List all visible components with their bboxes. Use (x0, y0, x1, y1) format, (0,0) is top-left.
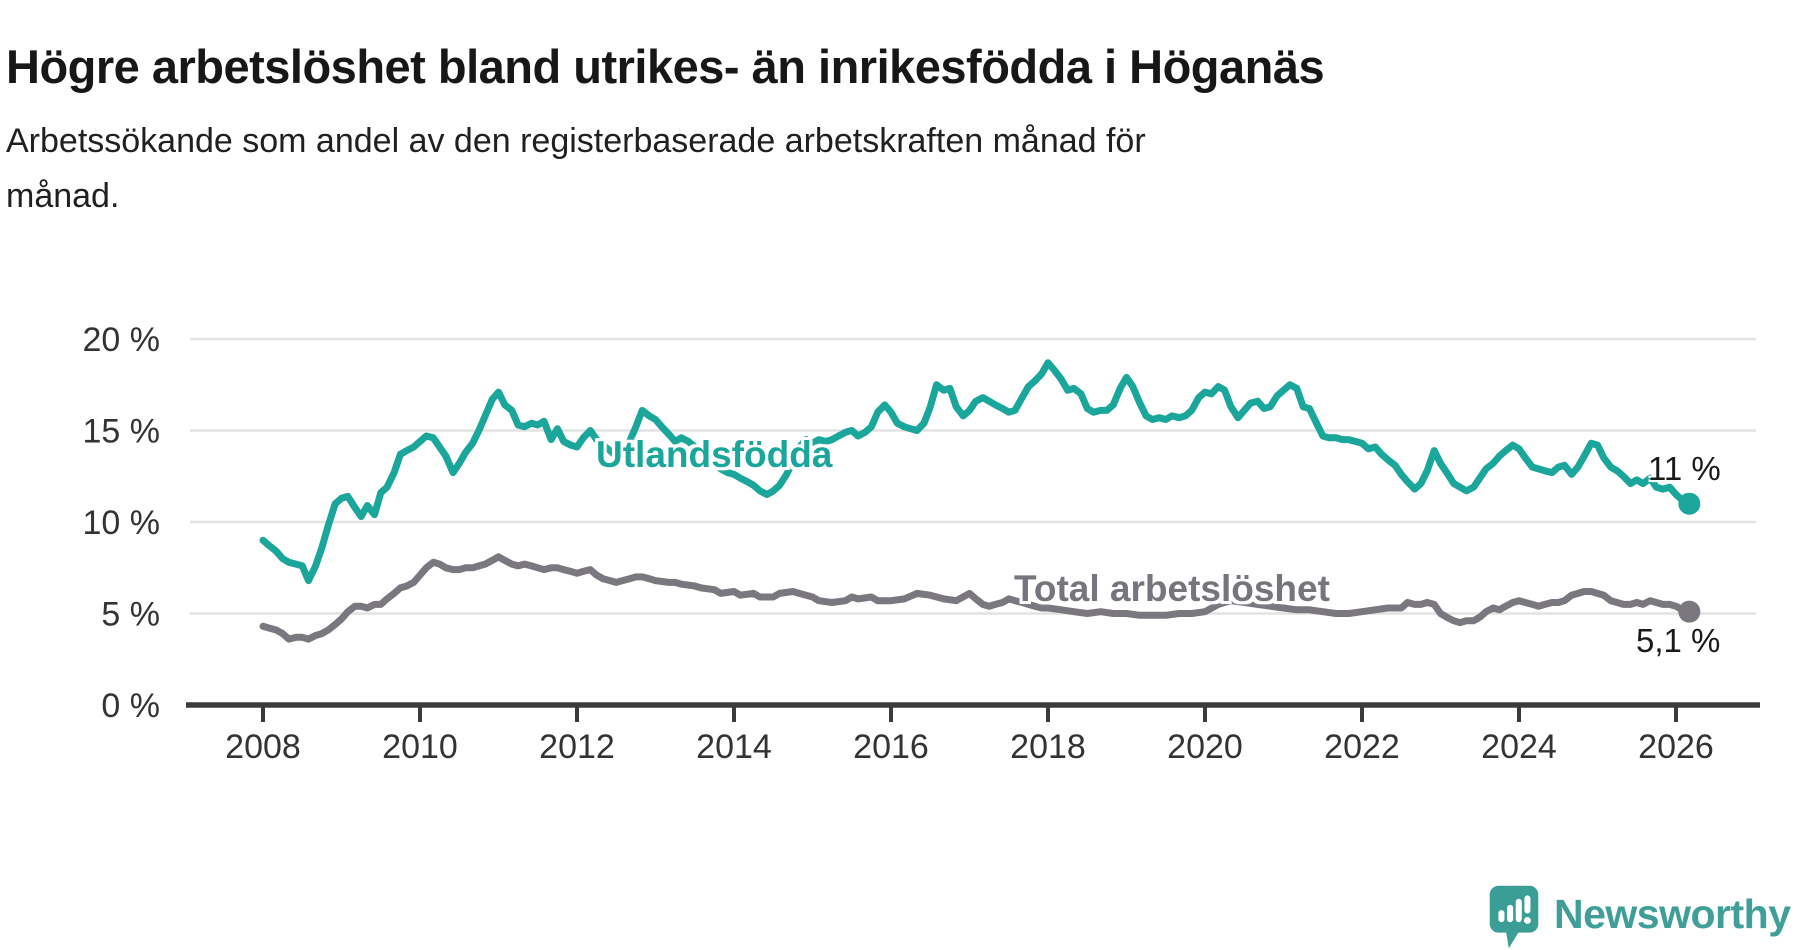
series-label-total-arbetsloshet: Total arbetslöshet (1014, 568, 1330, 609)
x-axis-tick-label: 2018 (1010, 728, 1086, 766)
series-end-dot-total-arbetsloshet (1678, 600, 1701, 623)
y-axis-tick-label: 5 % (101, 596, 160, 634)
series-end-dot-utlandsfodda (1678, 492, 1701, 515)
y-axis-tick-label: 15 % (83, 413, 161, 451)
newsworthy-logo-icon (1489, 885, 1539, 949)
series-line-utlandsfodda (259, 359, 1693, 585)
series-line-total-arbetsloshet (259, 553, 1693, 643)
x-axis-tick-label: 2016 (853, 728, 929, 766)
end-value-label-total: 5,1 % (1636, 622, 1721, 659)
x-axis-tick-label: 2020 (1167, 728, 1243, 766)
newsworthy-wordmark: Newsworthy (1554, 891, 1791, 937)
x-axis-tick-label: 2014 (696, 728, 772, 766)
x-axis-tick-label: 2026 (1638, 728, 1714, 766)
y-axis-tick-label: 10 % (83, 504, 161, 542)
x-axis-tick-label: 2022 (1324, 728, 1400, 766)
y-axis-tick-label: 0 % (101, 687, 160, 725)
chart-subtitle-line-2: månad. (6, 177, 120, 215)
x-axis-tick-label: 2008 (225, 728, 301, 766)
x-axis-tick-label: 2010 (382, 728, 458, 766)
series-label-utlandsfodda: Utlandsfödda (596, 434, 833, 475)
page-title: Högre arbetslöshet bland utrikes- än inr… (6, 40, 1325, 94)
newsworthy-brand: Newsworthy (1488, 884, 1791, 950)
x-axis-tick-label: 2012 (539, 728, 615, 766)
x-axis-tick-label: 2024 (1481, 728, 1557, 766)
end-value-label-utlandsfodda: 11 % (1648, 450, 1721, 487)
y-axis-tick-label: 20 % (83, 321, 161, 359)
chart-subtitle-line-1: Arbetssökande som andel av den registerb… (6, 122, 1146, 160)
